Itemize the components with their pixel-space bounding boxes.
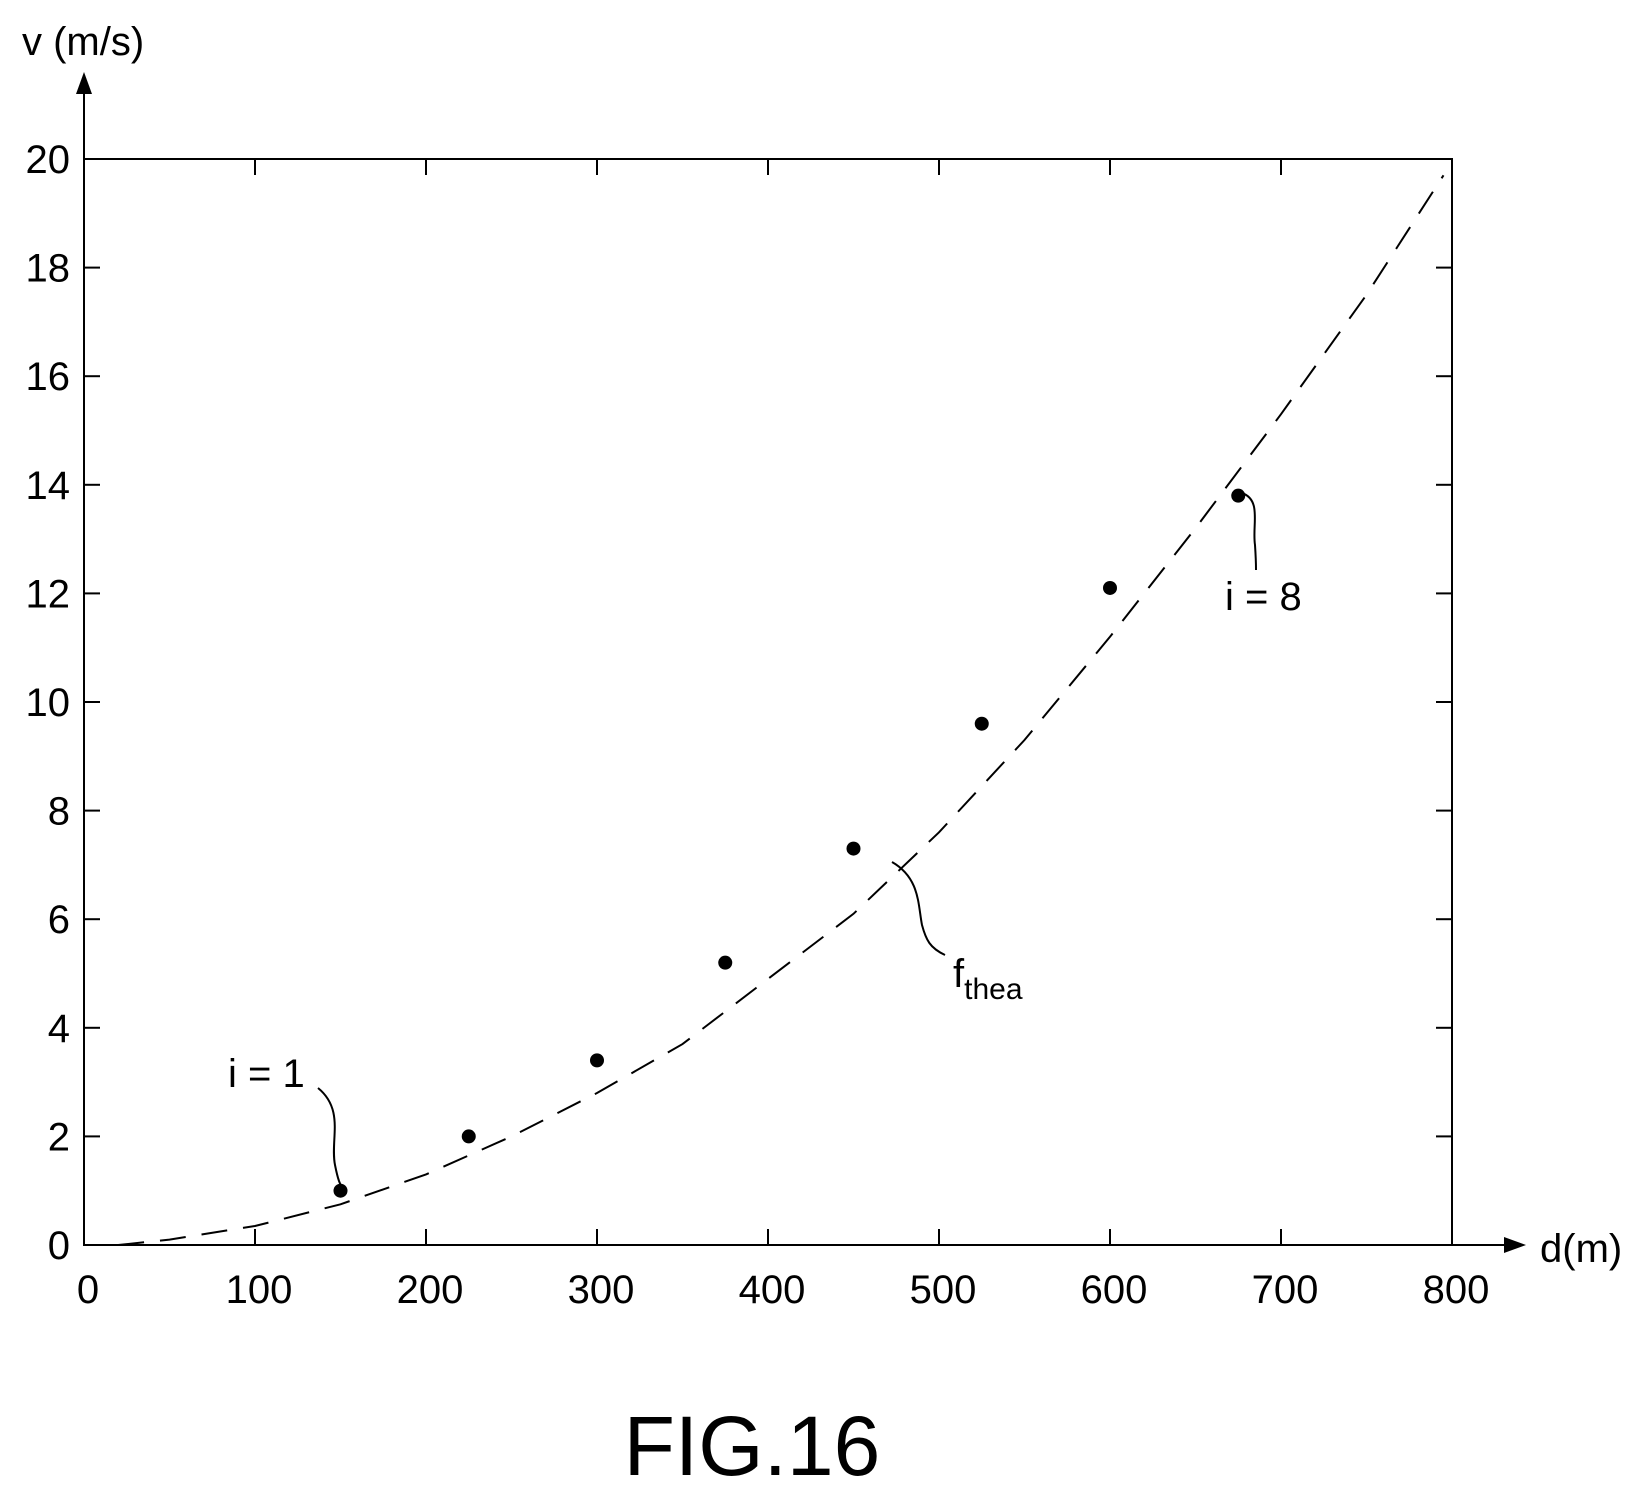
y-tick-label: 20 [26,138,71,182]
data-point [461,1129,476,1144]
y-tick-label: 16 [26,355,71,399]
annotation-i8: i = 8 [1225,575,1302,619]
y-tick-label: 18 [26,247,71,291]
y-tick-label: 2 [48,1115,70,1159]
figure-caption: FIG.16 [624,1399,881,1491]
data-point [846,841,861,856]
y-tick-label: 14 [26,464,71,508]
legend-f-thea: fthea [953,952,1023,1006]
y-tick-label: 8 [48,790,70,834]
y-tick-label: 10 [26,681,71,725]
leader-line-i8 [1241,492,1257,571]
y-tick-label: 6 [48,898,70,942]
y-tick-label: 4 [48,1007,70,1051]
x-tick-label: 700 [1252,1268,1319,1312]
x-tick-label: 200 [397,1268,464,1312]
x-tick-label: 400 [739,1268,806,1312]
leader-line-i1 [317,1087,344,1189]
data-point [590,1053,604,1068]
x-tick-label: 600 [1081,1268,1148,1312]
y-axis-title: v (m/s) [22,20,144,64]
x-tick-label: 800 [1423,1268,1490,1312]
leader-line-fthea [891,861,946,956]
data-point [1103,580,1117,595]
x-tick-label: 500 [910,1268,977,1312]
y-axis-arrowhead [76,72,92,94]
data-point [1231,488,1246,503]
x-axis-title: d(m) [1540,1227,1622,1271]
f-thea-dashed-curve [118,174,1445,1246]
data-point [718,955,733,970]
y-tick-label: 12 [26,572,71,616]
x-tick-label: 300 [568,1268,635,1312]
legend-f-thea-main: f [953,952,965,996]
x-tick-label: 100 [226,1268,293,1312]
y-tick-label: 0 [48,1224,70,1268]
annotation-i1: i = 1 [228,1052,305,1096]
legend-f-thea-subscript: thea [964,973,1023,1006]
data-point [974,716,989,731]
x-tick-label: 0 [77,1268,99,1312]
x-axis-arrowhead [1504,1237,1526,1253]
data-point [333,1183,348,1198]
plot-frame [83,158,1453,1246]
